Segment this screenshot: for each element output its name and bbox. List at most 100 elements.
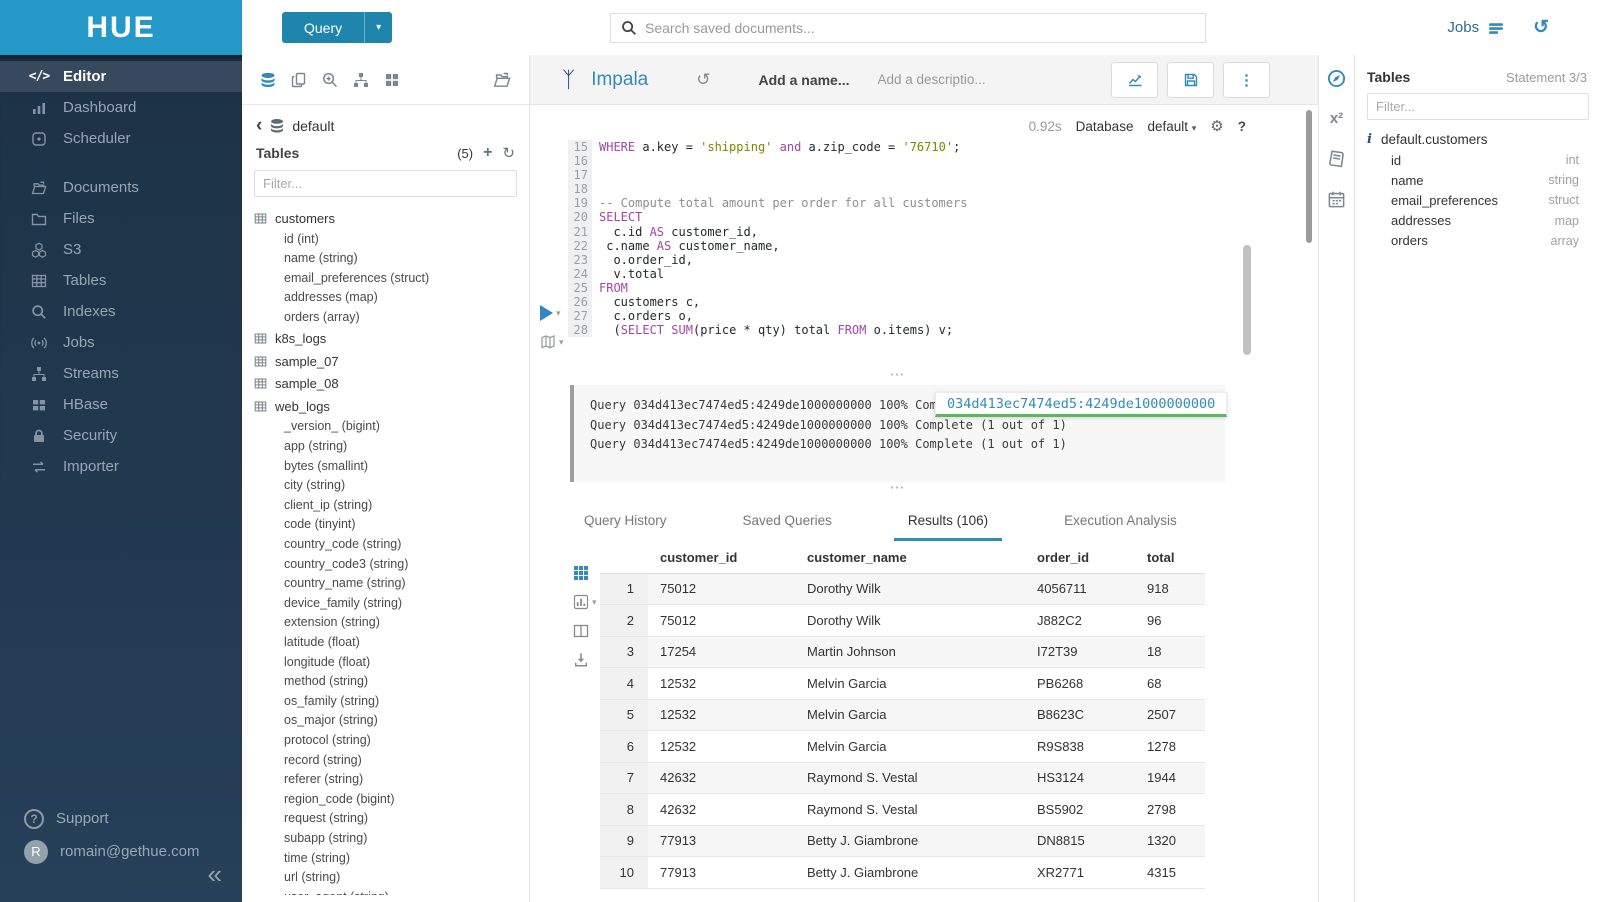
tree-column[interactable]: city (string) — [284, 478, 346, 493]
tree-column[interactable]: client_ip (string) — [284, 497, 373, 512]
tree-column[interactable]: os_major (string) — [284, 713, 378, 728]
tree-column[interactable]: addresses (map) — [284, 290, 378, 305]
tree-column[interactable]: country_code (string) — [284, 537, 402, 552]
table-row[interactable]: 4 12532 Melvin Garcia PB6268 68 — [600, 667, 1205, 699]
right-column-addresses[interactable]: addresses map — [1355, 211, 1601, 231]
table-row[interactable]: 8 42632 Raymond S. Vestal BS5902 2798 — [600, 793, 1205, 825]
zoom-plus-icon[interactable] — [322, 72, 338, 88]
table-row[interactable]: 6 12532 Melvin Garcia R9S838 1278 — [600, 730, 1205, 762]
tree-column[interactable]: referer (string) — [284, 772, 364, 787]
chart-view-button[interactable]: ▾ — [573, 594, 597, 610]
sidebar-item-hbase[interactable]: HBase — [0, 389, 242, 420]
tree-column[interactable]: email_preferences (struct) — [284, 270, 430, 285]
grid-view-icon[interactable] — [573, 565, 597, 581]
table-row[interactable]: 3 17254 Martin Johnson I72T39 18 — [600, 636, 1205, 668]
tree-table-sample_08[interactable]: sample_08 — [254, 372, 529, 395]
hue-logo[interactable]: HUE — [86, 10, 156, 44]
tab-query-history[interactable]: Query History — [584, 513, 667, 528]
database-selector[interactable]: default ▾ — [1147, 118, 1197, 134]
code-line[interactable]: 28 (SELECT SUM(price * qty) total FROM o… — [568, 323, 1238, 338]
tree-column[interactable]: os_family (string) — [284, 693, 380, 708]
tree-column[interactable]: country_name (string) — [284, 576, 406, 591]
execute-button[interactable]: ▾ — [540, 305, 566, 321]
tree-column[interactable]: subapp (string) — [284, 830, 368, 845]
open-folder-icon[interactable] — [493, 71, 511, 89]
tree-column[interactable]: extension (string) — [284, 615, 380, 630]
tab-saved-queries[interactable]: Saved Queries — [742, 513, 832, 528]
code-line[interactable]: 23 o.order_id, — [568, 252, 1238, 267]
add-table-icon[interactable]: + — [483, 144, 493, 161]
sidebar-item-s3[interactable]: S3 — [0, 234, 242, 265]
sidebar-item-dashboard[interactable]: Dashboard — [0, 92, 242, 123]
query-name-field[interactable]: Add a name... — [758, 71, 850, 88]
breadcrumb-db-name[interactable]: default — [292, 118, 335, 134]
more-actions-button[interactable]: ⋮ — [1223, 62, 1270, 98]
code-line[interactable]: 18 — [568, 182, 1238, 197]
support-link[interactable]: ? Support — [0, 802, 242, 835]
tree-column[interactable]: latitude (float) — [284, 635, 360, 649]
tab-execution-analysis[interactable]: Execution Analysis — [1064, 513, 1177, 528]
editor-help-icon[interactable]: ? — [1237, 118, 1246, 134]
tree-table-k8s_logs[interactable]: k8s_logs — [254, 327, 529, 350]
sidebar-item-editor[interactable]: </> Editor — [0, 61, 242, 92]
tab-results-106-[interactable]: Results (106) — [893, 505, 1003, 541]
right-column-orders[interactable]: orders array — [1355, 231, 1601, 251]
tree-column[interactable]: request (string) — [284, 811, 369, 826]
query-button-label[interactable]: Query — [304, 19, 343, 36]
query-description-field[interactable]: Add a descriptio... — [877, 72, 986, 87]
sidebar-item-security[interactable]: Security — [0, 420, 242, 451]
tree-column[interactable]: time (string) — [284, 850, 350, 865]
compass-icon[interactable] — [1327, 69, 1346, 88]
code-line[interactable]: 19 -- Compute total amount per order for … — [568, 196, 1238, 211]
refresh-icon[interactable]: ↻ — [502, 145, 515, 162]
column-header-customer_id[interactable]: customer_id — [648, 543, 795, 574]
active-table-row[interactable]: i default.customers — [1355, 128, 1601, 150]
sidebar-item-streams[interactable]: Streams — [0, 358, 242, 389]
table-row[interactable]: 9 77913 Betty J. Giambrone DN8815 1320 — [600, 825, 1205, 857]
sidebar-item-indexes[interactable]: Indexes — [0, 296, 242, 327]
language-docs-icon[interactable] — [1327, 149, 1346, 168]
table-row[interactable]: 10 77913 Betty J. Giambrone XR2771 4315 — [600, 856, 1205, 888]
tree-column[interactable]: id (int) — [284, 231, 319, 246]
table-row[interactable]: 2 75012 Dorothy Wilk J882C2 96 — [600, 604, 1205, 636]
tree-column[interactable]: name (string) — [284, 251, 358, 266]
table-row[interactable]: 7 42632 Raymond S. Vestal HS3124 1944 — [600, 762, 1205, 794]
code-line[interactable]: 24 v.total — [568, 266, 1238, 281]
table-filter-input[interactable] — [254, 170, 517, 197]
table-row[interactable]: 5 12532 Melvin Garcia B8623C 2507 — [600, 699, 1205, 731]
tree-column[interactable]: country_code3 (string) — [284, 556, 409, 571]
tree-column[interactable]: record (string) — [284, 752, 362, 767]
code-line[interactable]: 21 c.id AS customer_id, — [568, 224, 1238, 239]
editor-scrollbar[interactable] — [1243, 245, 1251, 355]
query-id-link[interactable]: 034d413ec7474ed5:4249de1000000000 — [935, 392, 1228, 417]
sidebar-item-jobs[interactable]: Jobs — [0, 327, 242, 358]
active-table-name[interactable]: default.customers — [1380, 132, 1488, 147]
apps-grid-icon[interactable] — [384, 72, 400, 88]
tree-column[interactable]: protocol (string) — [284, 732, 371, 747]
tree-table-customers[interactable]: customers — [254, 207, 529, 230]
tree-column[interactable]: region_code (bigint) — [284, 791, 395, 806]
sidebar-item-documents[interactable]: Documents — [0, 172, 242, 203]
table-row[interactable]: 1 75012 Dorothy Wilk 4056711 918 — [600, 573, 1205, 605]
column-header-order_id[interactable]: order_id — [1025, 543, 1135, 574]
code-editor[interactable]: 15 WHERE a.key = 'shipping' and a.zip_cod… — [568, 140, 1238, 338]
sidebar-item-files[interactable]: Files — [0, 203, 242, 234]
sidebar-item-importer[interactable]: Importer — [0, 451, 242, 482]
column-header-total[interactable]: total — [1135, 543, 1205, 574]
tree-column[interactable]: bytes (smallint) — [284, 458, 369, 473]
snippet-history-icon[interactable]: ↺ — [696, 69, 711, 89]
jobs-link[interactable]: Jobs — [1447, 19, 1504, 36]
functions-icon[interactable]: x² — [1329, 110, 1344, 127]
download-icon[interactable] — [573, 652, 597, 668]
code-line[interactable]: 17 — [568, 168, 1238, 183]
code-line[interactable]: 26 customers c, — [568, 295, 1238, 310]
chart-button[interactable] — [1111, 62, 1158, 98]
databases-icon[interactable] — [260, 72, 276, 88]
database-breadcrumb[interactable]: ‹ default — [242, 105, 529, 140]
tree-column[interactable]: url (string) — [284, 870, 341, 885]
tree-column[interactable]: app (string) — [284, 439, 348, 454]
tree-table-web_logs[interactable]: web_logs — [254, 395, 529, 418]
search-input[interactable] — [645, 20, 1195, 36]
code-line[interactable]: 16 — [568, 154, 1238, 169]
tree-column[interactable]: longitude (float) — [284, 654, 371, 669]
